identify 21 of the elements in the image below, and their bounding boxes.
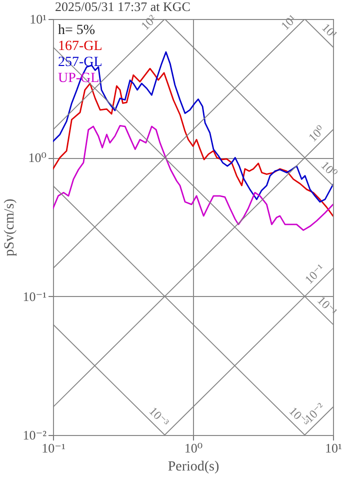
y-tick-label: 10⁻¹: [22, 288, 47, 304]
x-tick-label: 10¹: [325, 440, 342, 456]
text: 10⁻³: [146, 404, 172, 430]
text: 10⁰: [318, 158, 340, 180]
x-axis-title: Period(s): [168, 460, 220, 474]
text: 10²: [138, 12, 160, 33]
series-label: 257-GL: [58, 55, 102, 70]
y-tick-label: 10⁻²: [22, 428, 47, 442]
x-tick-label: 10⁻¹: [42, 440, 66, 456]
text: 10⁻¹: [314, 293, 340, 319]
text: 167-GL: [58, 39, 102, 54]
text: 10⁰: [306, 122, 328, 144]
x-tick-label: 10⁰: [184, 440, 203, 456]
text: 10⁻¹: [302, 261, 328, 287]
y-tick-label: 10⁰: [28, 150, 46, 166]
chart-title: 2025/05/31 17:37 at KGC: [55, 0, 190, 14]
annotation: h= 5%: [58, 23, 96, 38]
y-axis-title: pSv(cm/s): [2, 198, 18, 256]
text: 10¹: [319, 20, 340, 42]
text: 10¹: [278, 12, 300, 33]
y-tick-label: 10¹: [30, 12, 47, 26]
